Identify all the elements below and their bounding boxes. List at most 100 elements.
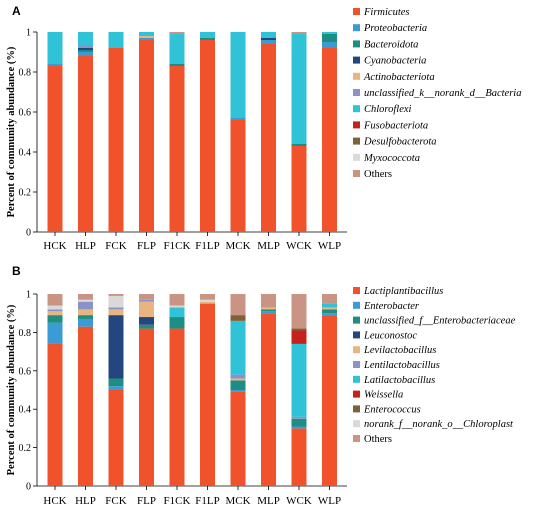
bar-segment-hlp-5	[78, 301, 93, 310]
x-tick-label: WLP	[318, 495, 341, 507]
bar-segment-fck-6	[108, 32, 124, 48]
y-tick-label: 0.6	[19, 366, 32, 377]
bar-segment-flp-6	[139, 32, 154, 36]
legend-swatch	[353, 405, 360, 413]
bar-segment-wck-5	[291, 416, 307, 419]
legend-swatch	[353, 390, 360, 398]
bar-segment-mck-2	[230, 380, 246, 390]
bar-segment-hck-5	[47, 309, 63, 312]
x-tick-label: WLP	[318, 240, 341, 252]
bar-segment-hck-4	[47, 311, 63, 316]
bar-segment-mlp-1	[261, 40, 276, 44]
legend-label: Bacteroidota	[364, 39, 418, 50]
bar-segment-fck-1	[108, 386, 124, 390]
legend-swatch	[353, 435, 360, 442]
bar-segment-wlp-6	[322, 32, 337, 34]
bar-segment-wlp-4	[322, 307, 337, 310]
legend-label: Enterobacter	[363, 301, 420, 312]
bar-segment-hck-2	[47, 315, 63, 323]
bar-segment-fck-0	[108, 390, 124, 486]
y-tick-label: 0.4	[19, 405, 32, 416]
bar-segment-mck-8	[230, 315, 246, 321]
bar-segment-mck-5	[230, 374, 246, 379]
x-tick-label: MCK	[225, 240, 250, 252]
bar-segment-flp-4	[139, 301, 154, 318]
bar-segment-hlp-5	[78, 46, 93, 48]
bar-segment-mlp-0	[261, 313, 276, 486]
legend-swatch	[353, 89, 360, 96]
bar-segment-hlp-0	[78, 56, 93, 232]
bar-segment-mck-6	[230, 320, 246, 375]
chart-panel-B: B Percent of community abundance (%) 0 0.2 0…	[6, 264, 516, 507]
y-axis-label: Percent of community abundance (%)	[6, 304, 17, 475]
x-tick-label: MLP	[257, 240, 280, 252]
bar-segment-flp-0	[139, 328, 154, 486]
bar-segment-mlp-1	[261, 311, 276, 314]
bar-segment-hlp-3	[78, 48, 93, 50]
bar-segment-wck-10	[291, 294, 307, 329]
legend-swatch	[353, 40, 360, 48]
bar-segment-wck-10	[291, 32, 307, 34]
bar-segment-wck-0	[291, 146, 307, 232]
panel-letter: A	[12, 4, 21, 18]
legend-label: Levilactobacillus	[363, 345, 436, 356]
legend-swatch	[353, 287, 360, 294]
y-tick-label: 0.4	[19, 148, 32, 159]
y-tick-label: 0.6	[19, 108, 32, 119]
bar-segment-mck-1	[230, 118, 246, 120]
bar-segment-mck-4	[230, 378, 246, 381]
x-tick-label: MCK	[225, 495, 250, 507]
bar-segment-f1ck-6	[169, 307, 185, 318]
bar-segment-mck-0	[230, 391, 246, 486]
bar-segment-wlp-10	[322, 294, 337, 304]
x-tick-label: HLP	[75, 495, 96, 507]
y-tick-label: 0	[26, 228, 31, 239]
bar-segment-hck-1	[47, 64, 63, 66]
bar-segment-f1ck-10	[169, 32, 185, 34]
bar-segment-wlp-2	[322, 34, 337, 42]
bar-segment-f1ck-9	[169, 305, 185, 308]
legend-label: unclassified_f__Enterobacteriaceae	[364, 316, 516, 327]
legend-swatch	[353, 170, 360, 177]
bar-segment-fck-0	[108, 48, 124, 232]
bar-segment-mlp-0	[261, 44, 276, 232]
x-tick-label: F1LP	[195, 495, 219, 507]
bar-segment-hlp-2	[78, 315, 93, 319]
bar-segment-wck-6	[291, 34, 307, 144]
bar-segment-fck-2	[108, 378, 124, 387]
legend-label: Lactiplantibacillus	[363, 286, 443, 297]
legend-swatch	[353, 375, 360, 383]
bar-segment-fck-4	[108, 309, 124, 316]
bar-segment-fck-3	[108, 315, 124, 379]
x-tick-label: F1CK	[164, 240, 191, 252]
bar-segment-mlp-3	[261, 38, 276, 40]
y-tick-label: 1	[26, 290, 31, 301]
bar-segment-flp-0	[139, 40, 154, 232]
bar-segment-wlp-0	[322, 315, 337, 486]
legend-label: Weissella	[364, 390, 403, 401]
legend-swatch	[353, 316, 360, 324]
bar-segment-fck-10	[108, 294, 124, 296]
bar-segment-mck-0	[230, 120, 246, 232]
panel-letter: B	[12, 264, 21, 278]
x-tick-label: F1LP	[195, 240, 219, 252]
bar-segment-wlp-2	[322, 309, 337, 314]
legend-label: Fusobacteriota	[363, 120, 428, 131]
bar-segment-f1ck-0	[169, 328, 185, 486]
bar-segment-hlp-0	[78, 326, 93, 486]
bar-segment-wck-2	[291, 144, 307, 146]
x-tick-label: FLP	[137, 495, 156, 507]
x-tick-label: FLP	[137, 240, 156, 252]
bar-segment-f1ck-6	[169, 34, 185, 64]
bar-segment-hlp-2	[78, 50, 93, 52]
legend-label: Latilactobacillus	[363, 375, 435, 386]
legend-label: Myxococcota	[363, 153, 420, 164]
legend-label: Firmicutes	[363, 7, 410, 18]
bar-segment-wlp-0	[322, 48, 337, 232]
x-tick-label: FCK	[105, 240, 126, 252]
y-tick-label: 0.8	[19, 68, 32, 79]
legend-swatch	[353, 361, 360, 368]
legend-swatch	[353, 56, 360, 64]
y-tick-label: 0	[26, 482, 31, 493]
y-tick-label: 1	[26, 28, 31, 39]
